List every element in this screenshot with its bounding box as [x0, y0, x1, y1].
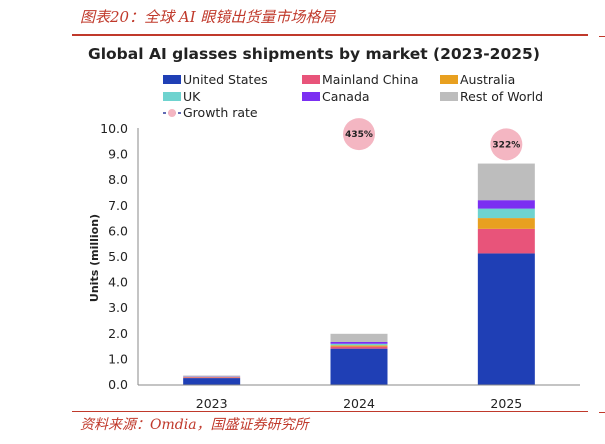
y-tick-label: 5.0 [108, 249, 128, 264]
chart-legend: United States Mainland China Australia UK Ca… [163, 72, 543, 120]
y-axis-label: Units (million) [88, 214, 101, 302]
bar-segment [330, 345, 388, 347]
source-note: 资料来源：Omdia，国盛证券研究所 [80, 417, 309, 433]
bar-segment [330, 348, 388, 385]
bar-segment [183, 375, 241, 377]
bar-segment [183, 377, 241, 379]
y-tick-label: 1.0 [108, 351, 128, 366]
legend-swatch-4 [302, 92, 320, 101]
x-tick-label: 2024 [343, 396, 375, 411]
y-tick-label: 9.0 [108, 147, 128, 162]
x-tick-label: 2025 [490, 396, 522, 411]
caption-rule-top [72, 34, 588, 36]
legend-swatch-2 [440, 75, 458, 84]
y-tick-label: 2.0 [108, 326, 128, 341]
y-axis: 0.0 1.0 2.0 3.0 4.0 5.0 6.0 7.0 8.0 9.0 10.0 [100, 121, 139, 392]
legend-label-4: Canada [322, 89, 370, 104]
edge-mark-bottom [599, 412, 605, 413]
bar-segment [477, 253, 535, 385]
y-tick-label: 7.0 [108, 198, 128, 213]
y-tick-label: 8.0 [108, 172, 128, 187]
edge-mark-top [599, 36, 605, 37]
legend-swatch-0 [163, 75, 181, 84]
bar-segment [477, 228, 535, 254]
legend-growth-label: Growth rate [183, 105, 258, 120]
legend-label-2: Australia [460, 72, 515, 87]
legend-swatch-5 [440, 92, 458, 101]
bar-segment [477, 218, 535, 229]
y-tick-label: 10.0 [100, 121, 128, 136]
legend-label-0: United States [183, 72, 268, 87]
bar-segment [477, 200, 535, 209]
bar-segment [183, 378, 241, 385]
growth-rate-label: 322% [492, 140, 520, 150]
growth-rate-label: 435% [345, 130, 373, 140]
y-tick-label: 0.0 [108, 377, 128, 392]
legend-growth-marker [168, 109, 176, 117]
bar-segment [477, 208, 535, 219]
x-tick-label: 2023 [196, 396, 228, 411]
growth-rate-markers: 435% 322% [343, 118, 523, 161]
legend-label-3: UK [183, 89, 201, 104]
y-tick-label: 4.0 [108, 275, 128, 290]
legend-swatch-1 [302, 75, 320, 84]
legend-label-1: Mainland China [322, 72, 419, 87]
bar-segment [477, 163, 535, 201]
bar-segment [330, 333, 388, 342]
bar-segment [330, 343, 388, 346]
y-tick-label: 3.0 [108, 300, 128, 315]
legend-swatch-3 [163, 92, 181, 101]
figure-caption: 图表20：全球 AI 眼镜出货量市场格局 [80, 8, 336, 26]
growth-rate-marker [490, 128, 523, 161]
bar-segment [330, 341, 388, 344]
caption-rule-bottom [72, 411, 588, 412]
chart-title: Global AI glasses shipments by market (2… [88, 45, 540, 63]
x-axis: 2023 2024 2025 [138, 384, 580, 411]
legend-label-5: Rest of World [460, 89, 543, 104]
bar-segment [330, 346, 388, 349]
growth-rate-marker [343, 118, 375, 151]
y-tick-label: 6.0 [108, 223, 128, 238]
bars [183, 163, 535, 385]
